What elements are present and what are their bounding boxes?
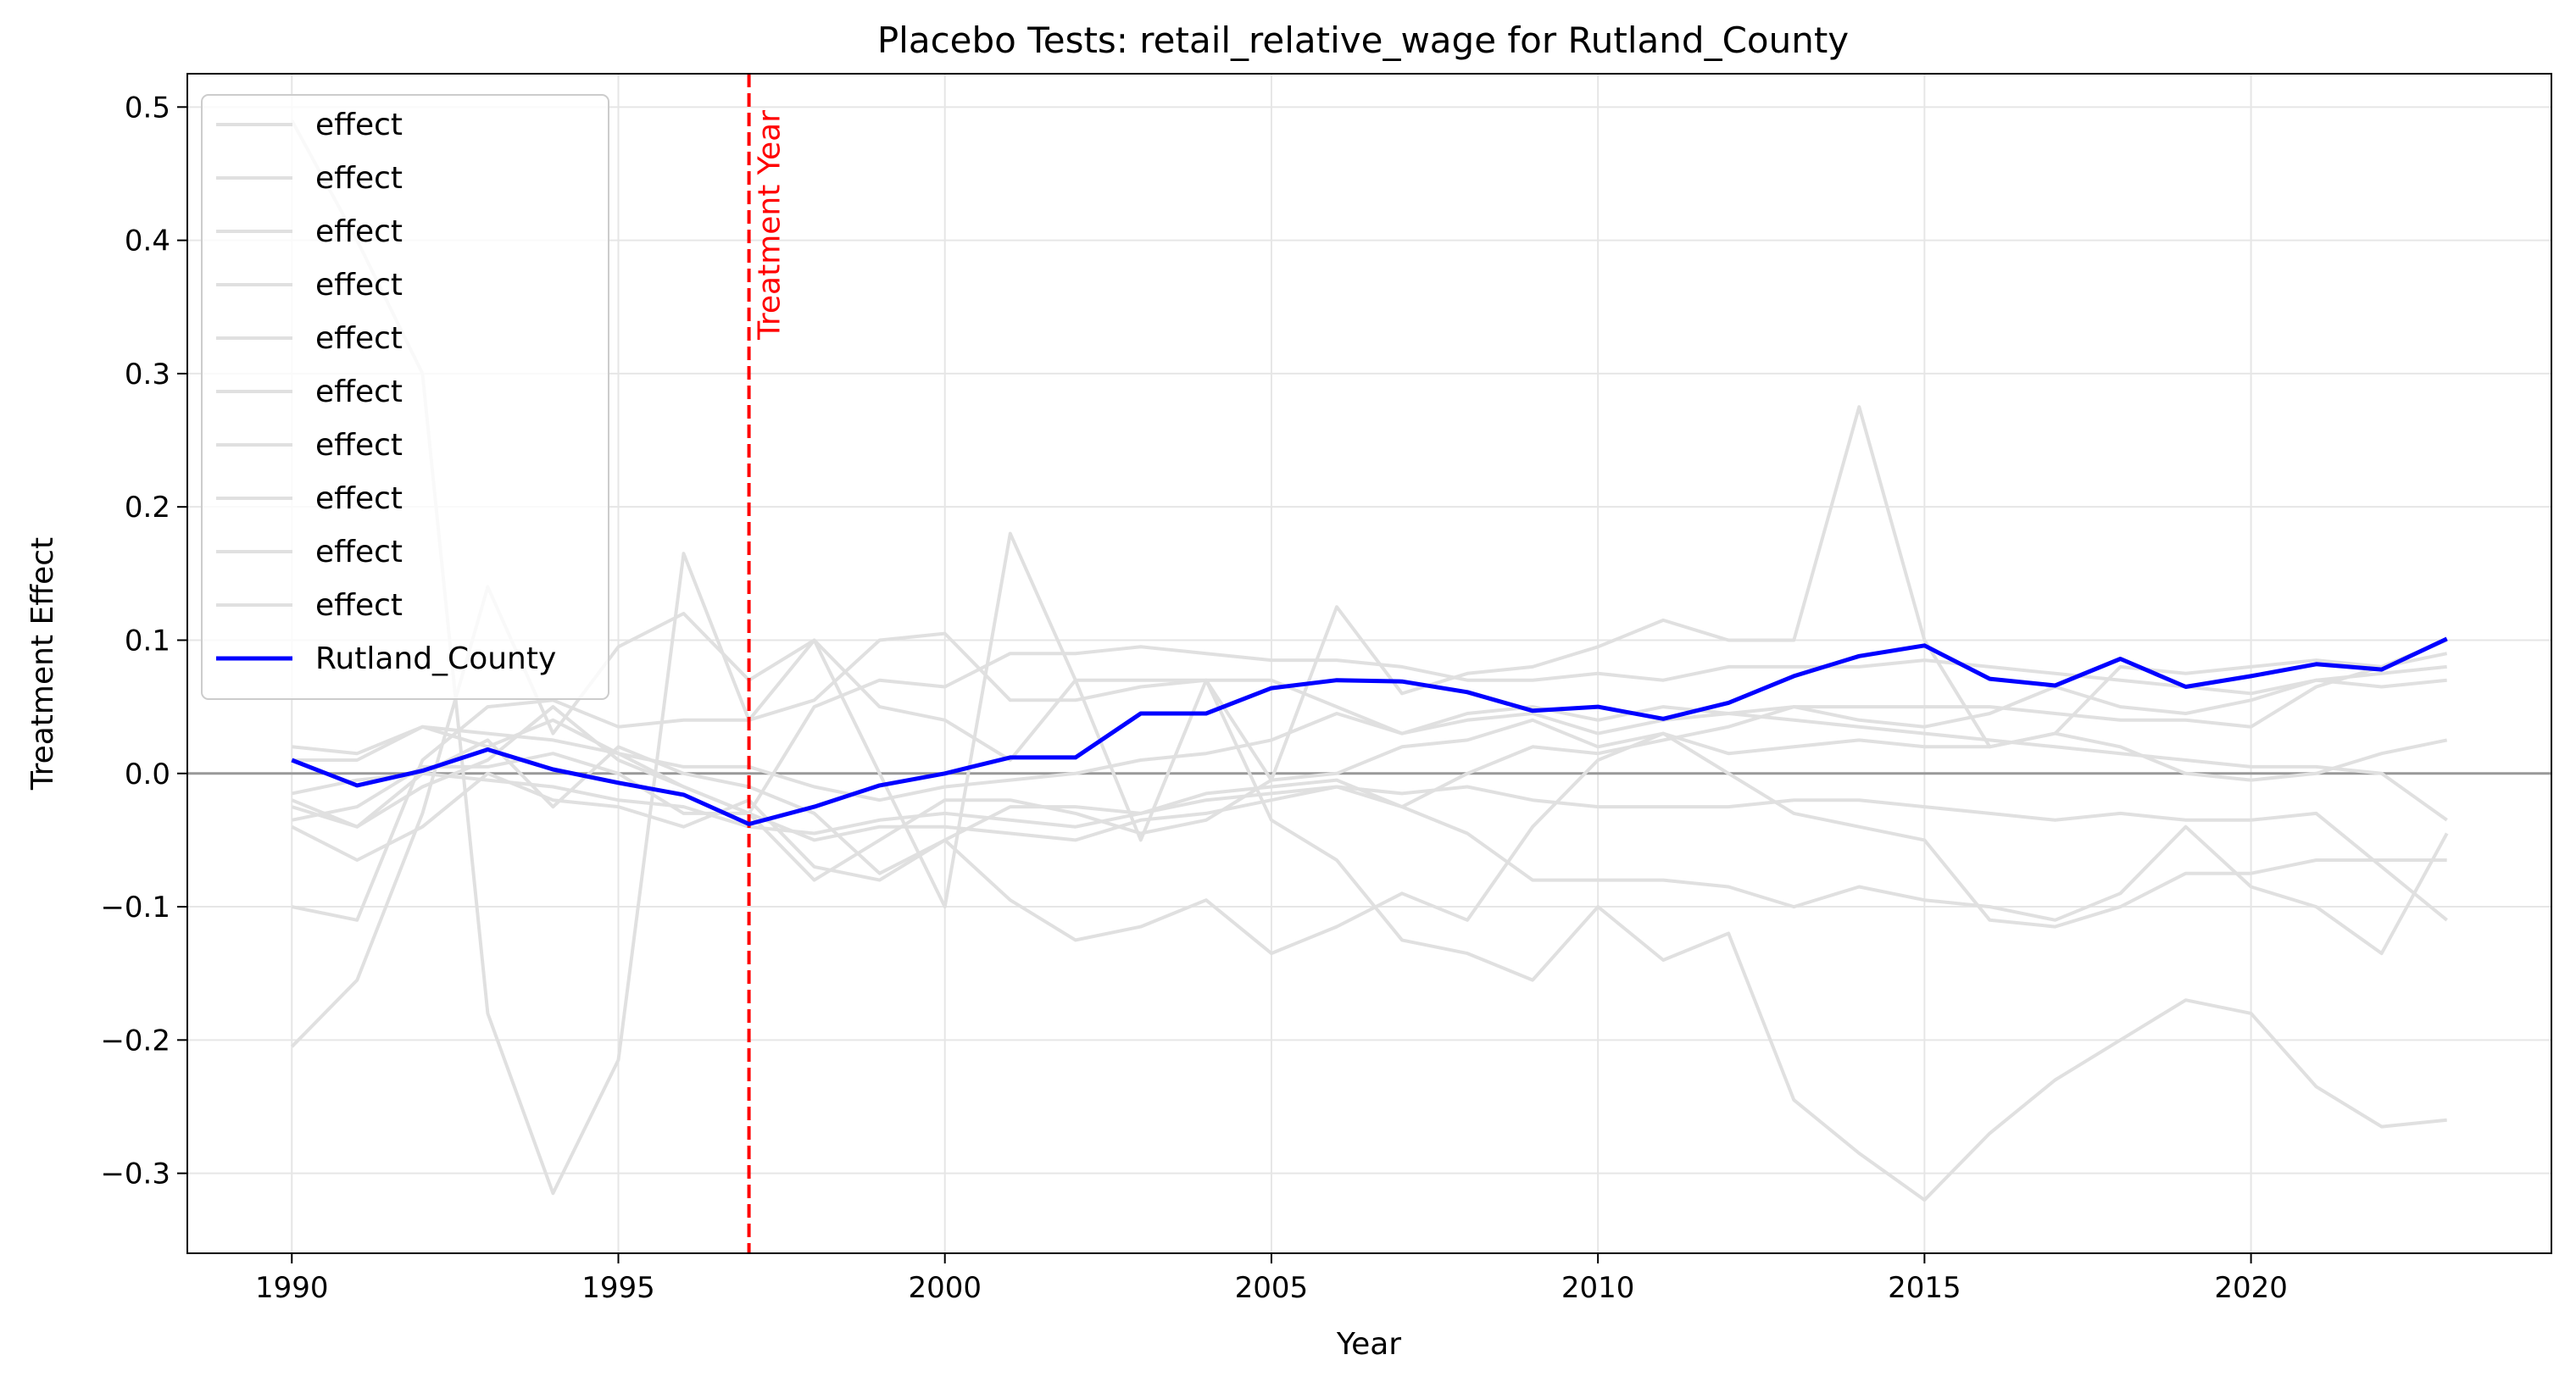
legend-entry-label: Rutland_County bbox=[315, 641, 556, 676]
chart-title: Placebo Tests: retail_relative_wage for … bbox=[877, 19, 1849, 61]
placebo-series-line bbox=[291, 631, 2448, 922]
legend-entry-label: effect bbox=[315, 161, 403, 196]
y-tick-label: 0.1 bbox=[125, 624, 170, 658]
placebo-series-line bbox=[291, 771, 2448, 922]
placebo-series-line bbox=[290, 119, 2447, 1202]
y-tick-label: 0.3 bbox=[125, 358, 170, 391]
x-tick-label: 2005 bbox=[1235, 1271, 1309, 1305]
legend-box bbox=[201, 94, 609, 700]
legend-entry-label: effect bbox=[315, 481, 403, 516]
x-tick-label: 1990 bbox=[255, 1271, 329, 1305]
legend-entry-label: effect bbox=[315, 428, 403, 463]
treatment-year-label: Treatment Year bbox=[753, 110, 787, 341]
placebo-series-line bbox=[292, 645, 2447, 815]
legend: effect effect effect effect effect effect effe… bbox=[201, 94, 609, 700]
y-tick-label: −0.3 bbox=[100, 1158, 170, 1191]
legend-entry-label: effect bbox=[315, 214, 403, 249]
treatment-marker: Treatment Year bbox=[747, 74, 787, 1253]
y-tick-label: 0.0 bbox=[125, 758, 170, 791]
legend-entry-label: effect bbox=[315, 268, 403, 303]
y-tick-label: −0.1 bbox=[100, 891, 170, 924]
placebo-series-line bbox=[290, 405, 2448, 1048]
placebo-series-line bbox=[291, 718, 2448, 882]
placebo-series-line bbox=[292, 712, 2448, 822]
placebo-series-line bbox=[291, 705, 2449, 956]
y-tick-label: −0.2 bbox=[100, 1024, 170, 1058]
placebo-series-line bbox=[291, 731, 2447, 956]
y-axis-label: Treatment Effect bbox=[25, 537, 60, 791]
main-series bbox=[291, 636, 2448, 826]
y-tick-label: 0.4 bbox=[125, 225, 170, 258]
legend-entry-label: effect bbox=[315, 108, 403, 142]
legend-entry-label: effect bbox=[315, 535, 403, 569]
x-tick-label: 2010 bbox=[1561, 1271, 1635, 1305]
x-tick-label: 2000 bbox=[908, 1271, 982, 1305]
y-tick-label: 0.5 bbox=[125, 91, 170, 125]
placebo-series bbox=[290, 119, 2449, 1202]
x-tick-label: 2020 bbox=[2214, 1271, 2288, 1305]
main-series-line bbox=[291, 636, 2448, 826]
y-axis-ticks: −0.3 −0.2 −0.1 0.0 0.1 0.2 0.3 0.4 0.5 bbox=[100, 91, 187, 1191]
x-tick-label: 2015 bbox=[1888, 1271, 1961, 1305]
legend-entry-label: effect bbox=[315, 375, 403, 409]
legend-entry-label: effect bbox=[315, 321, 403, 356]
plot-frame bbox=[186, 73, 2552, 1254]
x-tick-label: 1995 bbox=[581, 1271, 655, 1305]
x-axis-ticks: 1990 1995 2000 2005 2010 2015 2020 bbox=[255, 1253, 2288, 1305]
x-axis-label: Year bbox=[1336, 1327, 1401, 1362]
legend-entry-label: effect bbox=[315, 588, 403, 623]
y-tick-label: 0.2 bbox=[125, 491, 170, 525]
